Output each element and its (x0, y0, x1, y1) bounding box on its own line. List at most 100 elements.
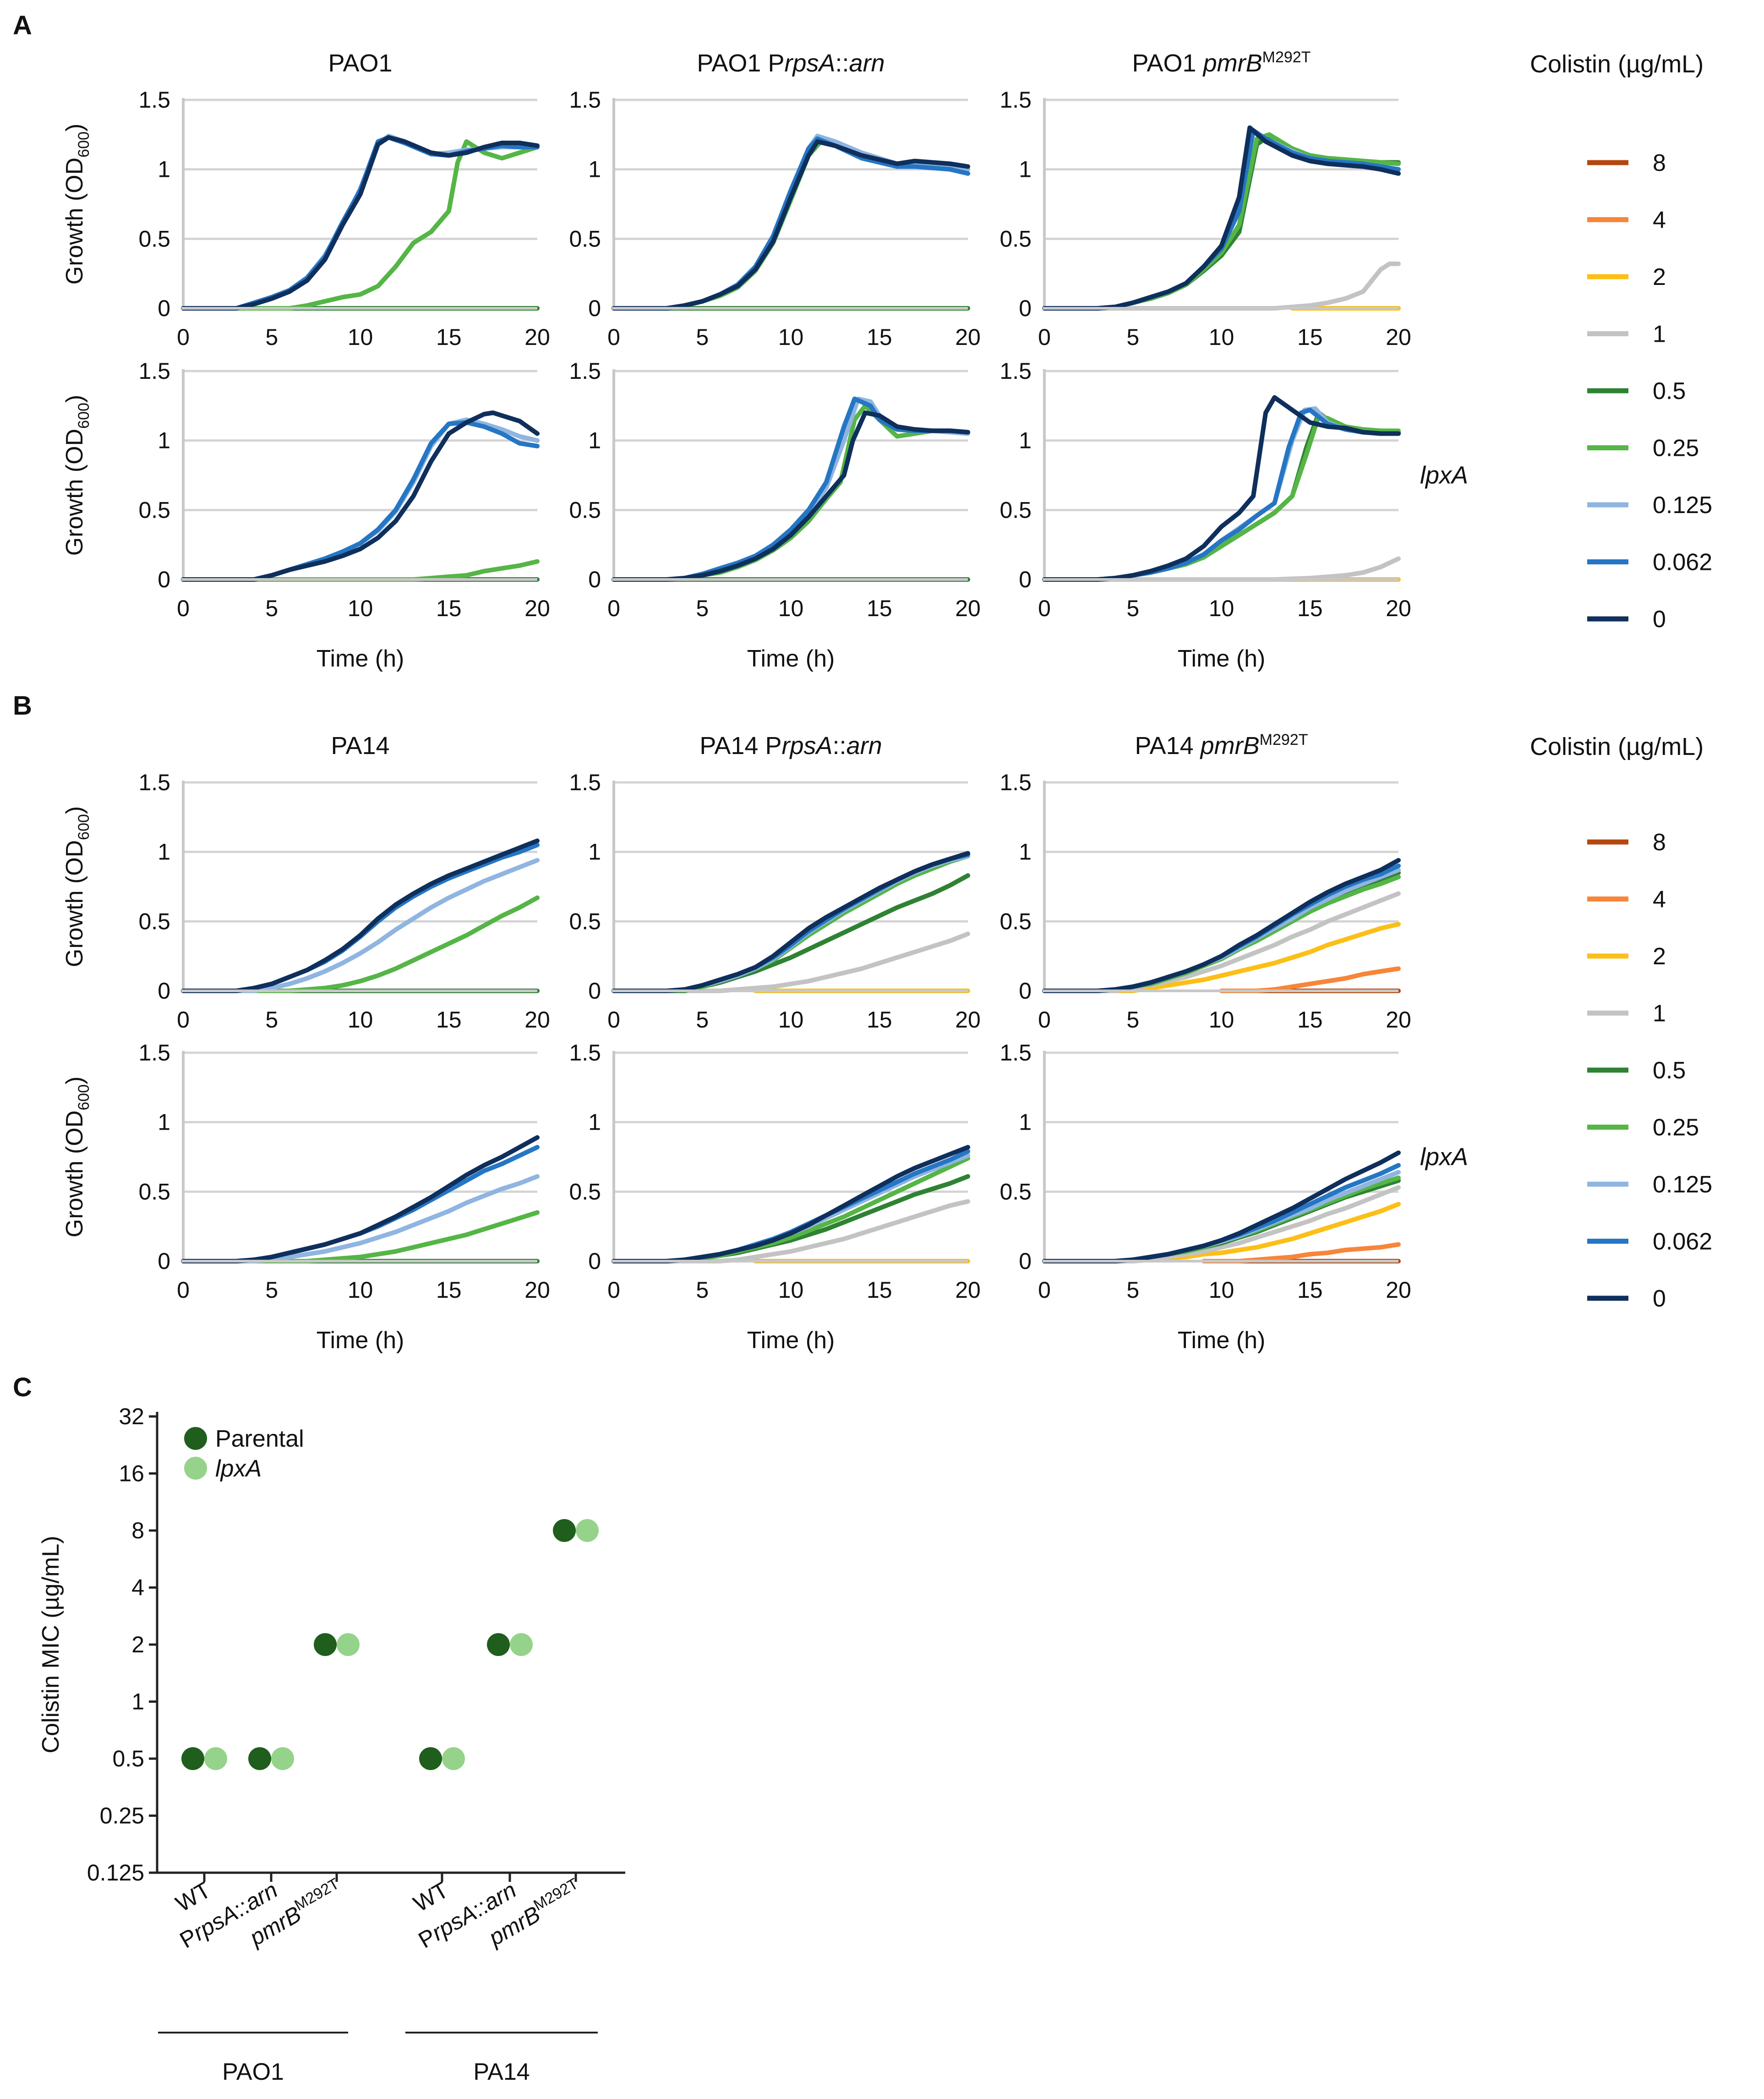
y-tick-label: 1.5 (138, 358, 170, 384)
legend-label: 4 (1653, 207, 1666, 234)
y-tick-label: 1.5 (569, 1040, 601, 1066)
mic-y-tick-label: 32 (119, 1404, 144, 1429)
mic-point-lpxA (510, 1633, 533, 1656)
x-tick-label: 15 (1297, 324, 1323, 350)
y-tick-label: 1.5 (138, 87, 170, 113)
series-line-0.125 (181, 417, 540, 582)
x-axis-label: Time (h) (747, 1327, 835, 1354)
x-tick-label: 20 (1386, 324, 1411, 350)
y-tick-label: 0.5 (138, 908, 170, 934)
y-axis-label: Growth (OD600) (61, 806, 93, 967)
y-tick-label: 0.5 (569, 226, 601, 251)
y-tick-label: 1 (588, 1110, 601, 1135)
x-tick-label: 15 (436, 1007, 462, 1033)
y-tick-label: 0 (588, 567, 601, 592)
x-tick-label: 20 (955, 1277, 981, 1303)
series-line-0.062 (1042, 128, 1401, 311)
x-tick-label: 20 (955, 324, 981, 350)
column-title-a-0: PAO1 (328, 49, 392, 77)
x-tick-label: 15 (867, 1007, 892, 1033)
series-line-0.25 (181, 895, 540, 993)
x-tick-label: 5 (1126, 596, 1139, 621)
x-tick-label: 5 (696, 1277, 709, 1303)
series-line-0.062 (181, 135, 540, 311)
mic-point-lpxA (337, 1633, 360, 1656)
y-tick-label: 0.5 (138, 226, 170, 251)
x-tick-label: 20 (1386, 596, 1411, 621)
y-tick-label: 0 (158, 295, 170, 321)
panel-label-c: C (13, 1372, 32, 1402)
column-title-a-1: PAO1 PrpsA::arn (697, 49, 885, 77)
mic-scatter-panel: 0.125 0.25 0.5 1 2 4 8 16 32 Colistin MIC (µg/mL)… (38, 1404, 625, 2085)
mic-y-tick-label: 0.125 (87, 1860, 144, 1886)
legend-label: 0.125 (1653, 492, 1712, 519)
y-tick-label: 1 (1019, 1110, 1032, 1135)
mic-point-parental (419, 1747, 442, 1770)
x-tick-label: 10 (1209, 324, 1234, 350)
panel-label-a: A (13, 11, 32, 40)
series-line-0.062 (612, 396, 970, 582)
mic-point-lpxA (204, 1747, 227, 1770)
legend-label: 0.5 (1653, 1057, 1686, 1084)
legends: Colistin (µg/mL) 8 4 2 1 0.5 0.25 0.125 0.062 0 Co… (1530, 50, 1712, 1312)
mic-point-parental (487, 1633, 510, 1656)
legend-label: 0.25 (1653, 1115, 1699, 1141)
x-tick-label: 20 (524, 324, 550, 350)
legend-label: 4 (1653, 886, 1666, 913)
y-tick-label: 0 (1019, 1248, 1032, 1274)
x-tick-label: 0 (177, 1277, 190, 1303)
column-title-a-2: PAO1 pmrBM292T (1132, 49, 1311, 77)
x-axis-label: Time (h) (317, 645, 404, 672)
mic-y-tick-label: 4 (131, 1575, 144, 1601)
y-tick-label: 0 (1019, 295, 1032, 321)
x-tick-label: 5 (696, 324, 709, 350)
mic-point-lpxA (576, 1519, 599, 1542)
legend-label: 1 (1653, 321, 1666, 348)
x-tick-label: 10 (778, 1277, 804, 1303)
y-tick-label: 1.5 (569, 358, 601, 384)
x-tick-label: 20 (524, 1277, 550, 1303)
y-tick-label: 0.5 (569, 1179, 601, 1204)
y-tick-label: 1.5 (999, 358, 1032, 384)
y-axis-label: Growth (OD600) (61, 1077, 93, 1237)
x-tick-label: 20 (1386, 1007, 1411, 1033)
x-tick-label: 10 (778, 1007, 804, 1033)
series-line-0.25 (181, 559, 540, 582)
subplot-b-3: 0 0.5 1 1.5 0 5 10 15 20 Growth (OD600) (61, 1040, 550, 1303)
column-title-b-1: PA14 PrpsA::arn (699, 732, 882, 760)
subplot-a-4: 0 0.5 1 1.5 0 5 10 15 20 (569, 358, 980, 621)
x-axis-label: Time (h) (747, 645, 835, 672)
series-line-1 (612, 931, 970, 993)
mic-category-label: WT (409, 1877, 453, 1917)
x-tick-label: 5 (696, 1007, 709, 1033)
x-tick-label: 0 (1038, 324, 1051, 350)
mic-legend-marker (184, 1427, 207, 1450)
y-axis-label: Growth (OD600) (61, 124, 93, 284)
y-tick-label: 0.5 (569, 497, 601, 523)
x-tick-label: 0 (177, 1007, 190, 1033)
x-tick-label: 10 (1209, 1277, 1234, 1303)
x-tick-label: 0 (607, 596, 620, 621)
series-line-4 (1219, 966, 1401, 993)
row-label-lpxA: lpxA (1420, 462, 1468, 489)
series-line-1 (1042, 261, 1401, 311)
legend-label: 2 (1653, 943, 1666, 970)
legend-label: 8 (1653, 150, 1666, 176)
series-line-0.125 (181, 858, 540, 993)
x-tick-label: 10 (778, 596, 804, 621)
x-tick-label: 10 (348, 324, 373, 350)
mic-point-parental (553, 1519, 576, 1542)
x-tick-label: 10 (348, 1277, 373, 1303)
mic-point-parental (314, 1633, 337, 1656)
mic-point-parental (181, 1747, 204, 1770)
series-line-0 (1042, 395, 1401, 582)
subplot-a-1: 0 0.5 1 1.5 0 5 10 15 20 (569, 87, 980, 350)
mic-y-tick-label: 8 (131, 1518, 144, 1543)
x-tick-label: 15 (1297, 1277, 1323, 1303)
y-tick-label: 1.5 (999, 87, 1032, 113)
mic-category-label: WT (171, 1877, 215, 1917)
column-title-b-2: PA14 pmrBM292T (1135, 731, 1308, 760)
series-line-0 (181, 135, 540, 311)
x-tick-label: 15 (1297, 596, 1323, 621)
series-line-0.062 (181, 842, 540, 993)
